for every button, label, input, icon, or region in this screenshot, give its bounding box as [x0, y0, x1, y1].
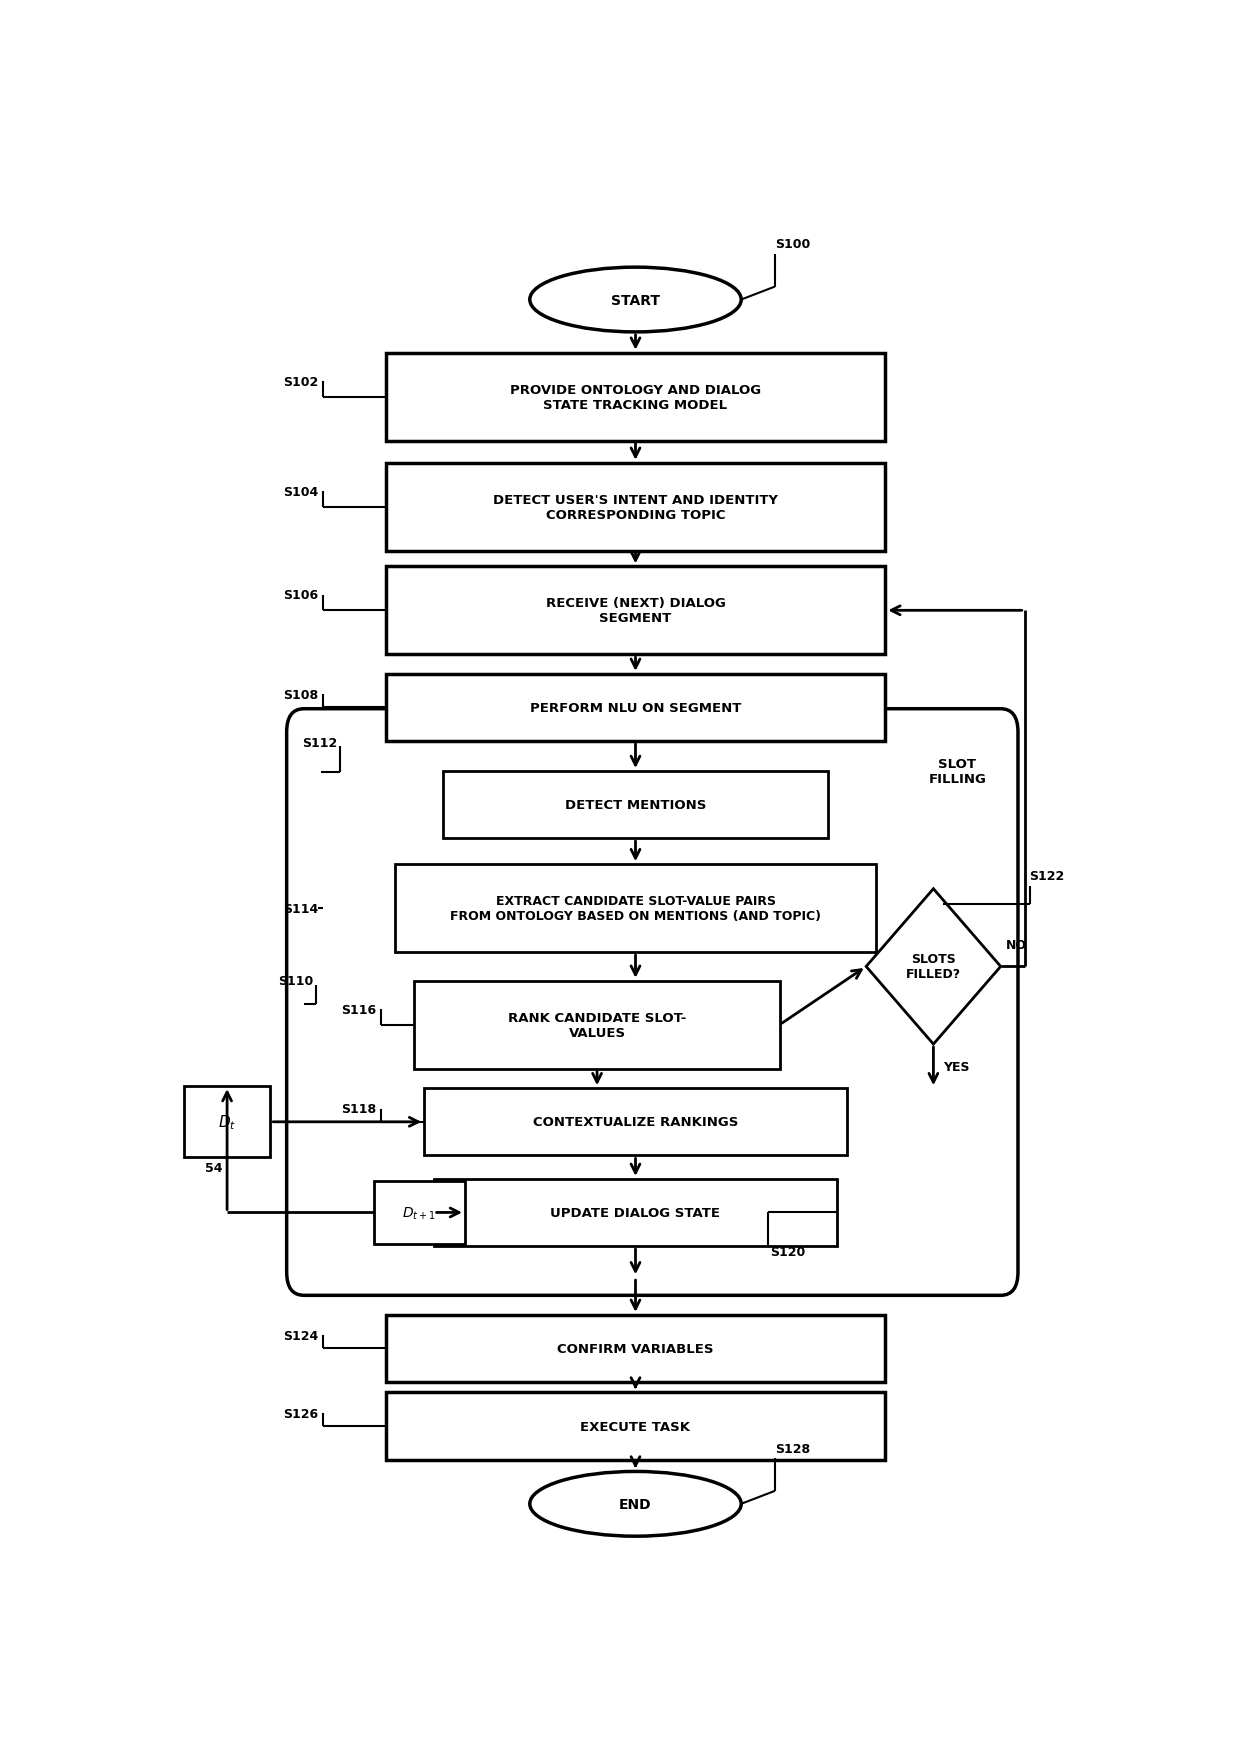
Text: S116: S116	[341, 1003, 376, 1016]
Text: S126: S126	[283, 1407, 319, 1419]
Text: S118: S118	[341, 1103, 376, 1115]
Text: YES: YES	[944, 1059, 970, 1073]
Text: DETECT USER'S INTENT AND IDENTITY
CORRESPONDING TOPIC: DETECT USER'S INTENT AND IDENTITY CORRES…	[494, 493, 777, 521]
Text: S108: S108	[283, 689, 319, 701]
Text: S100: S100	[775, 238, 810, 252]
Bar	[386, 1314, 885, 1383]
Text: UPDATE DIALOG STATE: UPDATE DIALOG STATE	[551, 1206, 720, 1220]
Bar	[396, 865, 875, 953]
Bar	[184, 1087, 270, 1157]
Bar	[444, 771, 828, 839]
Bar	[424, 1089, 847, 1155]
Bar	[414, 981, 780, 1070]
Text: S112: S112	[303, 736, 337, 750]
Bar	[386, 353, 885, 442]
Text: CONFIRM VARIABLES: CONFIRM VARIABLES	[557, 1342, 714, 1355]
Text: 54: 54	[205, 1161, 222, 1175]
Bar	[386, 566, 885, 656]
Text: S110: S110	[278, 975, 314, 988]
Text: S122: S122	[1029, 871, 1065, 883]
FancyBboxPatch shape	[286, 710, 1018, 1295]
Text: S102: S102	[283, 376, 319, 388]
Text: DETECT MENTIONS: DETECT MENTIONS	[564, 799, 707, 811]
Text: PERFORM NLU ON SEGMENT: PERFORM NLU ON SEGMENT	[529, 701, 742, 715]
Text: S114: S114	[283, 902, 319, 916]
Text: END: END	[619, 1496, 652, 1510]
Text: SLOTS
FILLED?: SLOTS FILLED?	[906, 953, 961, 981]
Bar	[386, 675, 885, 741]
Text: S106: S106	[283, 589, 319, 601]
Ellipse shape	[529, 1472, 742, 1536]
Text: S104: S104	[283, 486, 319, 498]
Bar	[373, 1182, 465, 1245]
Text: EXTRACT CANDIDATE SLOT-VALUE PAIRS
FROM ONTOLOGY BASED ON MENTIONS (AND TOPIC): EXTRACT CANDIDATE SLOT-VALUE PAIRS FROM …	[450, 895, 821, 923]
Text: NO: NO	[1006, 939, 1027, 951]
Polygon shape	[866, 890, 1001, 1045]
Bar	[386, 1393, 885, 1460]
Text: RECEIVE (NEXT) DIALOG
SEGMENT: RECEIVE (NEXT) DIALOG SEGMENT	[546, 598, 725, 626]
Bar	[386, 463, 885, 551]
Text: $D_{t+1}$: $D_{t+1}$	[403, 1204, 436, 1220]
Text: S120: S120	[770, 1245, 805, 1259]
Text: S128: S128	[775, 1442, 810, 1454]
Text: $D_t$: $D_t$	[218, 1113, 236, 1131]
Ellipse shape	[529, 267, 742, 332]
Bar	[434, 1180, 837, 1246]
Text: EXECUTE TASK: EXECUTE TASK	[580, 1419, 691, 1433]
Text: S124: S124	[283, 1328, 319, 1342]
Text: PROVIDE ONTOLOGY AND DIALOG
STATE TRACKING MODEL: PROVIDE ONTOLOGY AND DIALOG STATE TRACKI…	[510, 383, 761, 411]
Text: CONTEXTUALIZE RANKINGS: CONTEXTUALIZE RANKINGS	[533, 1115, 738, 1129]
Text: START: START	[611, 294, 660, 308]
Text: RANK CANDIDATE SLOT-
VALUES: RANK CANDIDATE SLOT- VALUES	[508, 1010, 686, 1038]
Text: SLOT
FILLING: SLOT FILLING	[929, 757, 986, 785]
